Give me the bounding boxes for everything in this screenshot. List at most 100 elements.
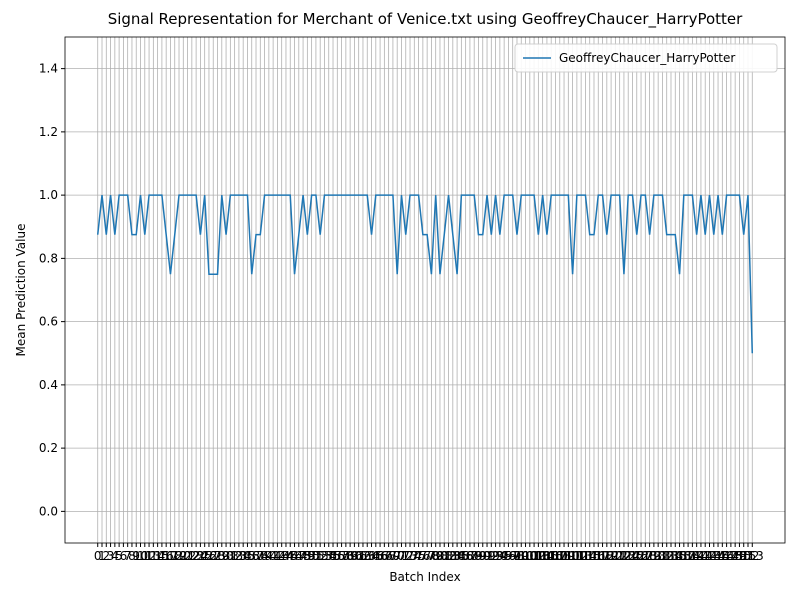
x-tick-label: 32: [227, 549, 242, 563]
x-tick-label: 93: [488, 549, 503, 563]
x-axis-label: Batch Index: [389, 570, 460, 584]
legend: GeoffreyChaucer_HarryPotter: [514, 43, 778, 73]
x-tick-label: 1: [98, 549, 106, 563]
x-tick-label: 73: [402, 549, 417, 563]
x-tick-label: 97: [505, 549, 520, 563]
x-tick-label: 81: [437, 549, 452, 563]
x-tick-label: 52: [313, 549, 328, 563]
x-tick-label: 27: [206, 549, 221, 563]
y-tick-label: 0.6: [39, 315, 58, 329]
x-tick-label: 80: [432, 549, 447, 563]
x-tick-label: 63: [360, 549, 375, 563]
x-tick-label: 47: [291, 549, 306, 563]
x-tick-label: 28: [210, 549, 225, 563]
x-tick-label: 111: [561, 549, 584, 563]
x-tick-label: 118: [591, 549, 614, 563]
x-tick-label: 66: [372, 549, 387, 563]
x-tick-label: 25: [197, 549, 212, 563]
x-tick-label: 103: [527, 549, 550, 563]
x-tick-label: 115: [578, 549, 601, 563]
x-tick-label: 4: [111, 549, 119, 563]
x-tick-label: 95: [497, 549, 512, 563]
x-tick-label: 150: [728, 549, 751, 563]
x-tick-label: 84: [449, 549, 464, 563]
x-tick-label: 19: [171, 549, 186, 563]
x-tick-label: 152: [737, 549, 760, 563]
x-tick-label: 39: [257, 549, 272, 563]
x-tick-label: 42: [270, 549, 285, 563]
x-tick-label: 44: [278, 549, 293, 563]
x-tick-label: 61: [351, 549, 366, 563]
x-tick-label: 48: [295, 549, 310, 563]
x-tick-label: 121: [604, 549, 627, 563]
x-tick-label: 58: [338, 549, 353, 563]
x-tick-label: 2: [102, 549, 110, 563]
chart-title: Signal Representation for Merchant of Ve…: [108, 10, 743, 29]
x-tick-label: 0: [94, 549, 102, 563]
x-tick-label: 88: [467, 549, 482, 563]
x-tick-label: 148: [719, 549, 742, 563]
x-tick-label: 31: [223, 549, 238, 563]
x-tick-label: 11: [137, 549, 152, 563]
x-tick-label: 6: [120, 549, 128, 563]
x-tick-label: 53: [317, 549, 332, 563]
x-tick-label: 51: [308, 549, 323, 563]
x-tick-label: 50: [304, 549, 319, 563]
x-tick-label: 8: [128, 549, 136, 563]
x-tick-label: 75: [411, 549, 426, 563]
x-tick-label: 127: [630, 549, 653, 563]
x-tick-label: 57: [334, 549, 349, 563]
x-tick-label: 14: [150, 549, 165, 563]
x-tick-label: 60: [347, 549, 362, 563]
x-tick-label: 108: [548, 549, 571, 563]
x-tick-label: 59: [342, 549, 357, 563]
x-tick-label: 38: [253, 549, 268, 563]
y-tick-label: 0.4: [39, 378, 58, 392]
x-tick-label: 55: [325, 549, 340, 563]
x-tick-label: 141: [689, 549, 712, 563]
legend-box: [514, 43, 778, 73]
x-tick-label: 110: [557, 549, 580, 563]
x-tick-label: 45: [283, 549, 298, 563]
x-tick-label: 49: [300, 549, 315, 563]
x-tick-label: 17: [163, 549, 178, 563]
x-tick-label: 24: [193, 549, 208, 563]
x-tick-label: 82: [441, 549, 456, 563]
x-tick-label: 77: [419, 549, 434, 563]
x-tick-label: 151: [732, 549, 755, 563]
x-tick-label: 85: [454, 549, 469, 563]
x-tick-label: 149: [724, 549, 747, 563]
x-tick-label: 34: [236, 549, 251, 563]
x-tick-label: 86: [458, 549, 473, 563]
x-tick-label: 72: [398, 549, 413, 563]
x-tick-label: 43: [274, 549, 289, 563]
x-tick-label: 143: [698, 549, 721, 563]
x-tick-label: 69: [385, 549, 400, 563]
x-tick-label: 145: [707, 549, 730, 563]
x-tick-label: 92: [484, 549, 499, 563]
x-tick-label: 74: [407, 549, 422, 563]
x-tick-label: 147: [715, 549, 738, 563]
y-tick-label: 1.4: [39, 62, 58, 76]
x-tick-label: 132: [651, 549, 674, 563]
x-tick-label: 91: [479, 549, 494, 563]
x-tick-label: 30: [218, 549, 233, 563]
x-tick-label: 128: [634, 549, 657, 563]
x-tick-label: 23: [188, 549, 203, 563]
y-tick-label: 0.2: [39, 441, 58, 455]
x-tick-label: 122: [608, 549, 631, 563]
x-tick-label: 126: [625, 549, 648, 563]
x-tick-label: 104: [531, 549, 554, 563]
x-tick-label: 137: [672, 549, 695, 563]
x-tick-label: 109: [553, 549, 576, 563]
x-tick-label: 113: [570, 549, 593, 563]
legend-label: GeoffreyChaucer_HarryPotter: [559, 51, 735, 65]
x-tick-label: 22: [184, 549, 199, 563]
y-tick-label: 1.2: [39, 125, 58, 139]
x-tick-label: 83: [445, 549, 460, 563]
x-tick-label: 105: [535, 549, 558, 563]
x-tick-label: 56: [330, 549, 345, 563]
y-axis-label: Mean Prediction Value: [14, 224, 28, 357]
x-tick-label: 5: [115, 549, 123, 563]
x-tick-label: 7: [124, 549, 132, 563]
